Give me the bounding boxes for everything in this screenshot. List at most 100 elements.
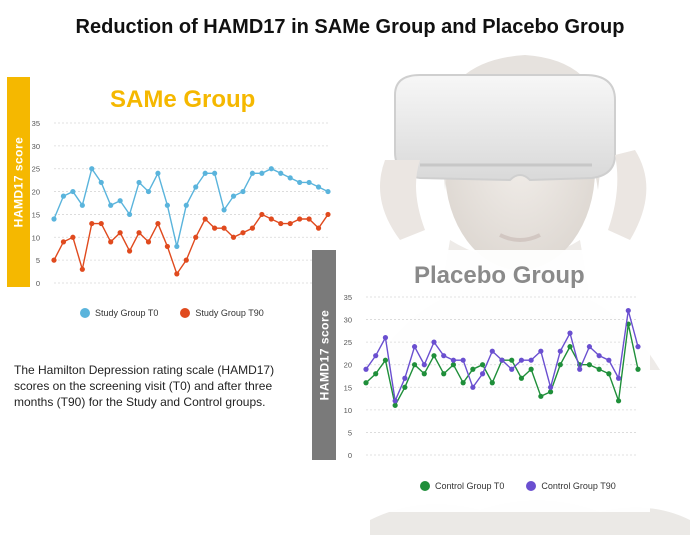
placebo-point-1 bbox=[499, 357, 505, 363]
same-ytick-label: 20 bbox=[32, 188, 40, 197]
same-point-1 bbox=[249, 225, 256, 231]
same-point-1 bbox=[202, 216, 208, 222]
same-point-1 bbox=[221, 225, 227, 231]
placebo-point-0 bbox=[373, 371, 379, 377]
legend-item-study-t0: Study Group T0 bbox=[80, 308, 158, 318]
same-point-0 bbox=[174, 243, 180, 250]
same-point-0 bbox=[297, 179, 303, 186]
placebo-point-0 bbox=[538, 393, 544, 399]
same-ytick-label: 35 bbox=[32, 119, 40, 128]
placebo-point-0 bbox=[547, 389, 554, 395]
legend-label-study-t90: Study Group T90 bbox=[195, 308, 264, 318]
same-chart: 0 5 10 15 20 25 30 35 bbox=[32, 119, 331, 288]
same-point-0 bbox=[325, 188, 331, 195]
same-point-0 bbox=[145, 188, 152, 195]
same-point-0 bbox=[249, 170, 256, 176]
same-point-0 bbox=[183, 202, 189, 208]
placebo-point-1 bbox=[441, 353, 447, 359]
placebo-point-0 bbox=[586, 362, 593, 368]
placebo-ytick-label: 10 bbox=[344, 406, 352, 415]
legend-label-study-t0: Study Group T0 bbox=[95, 308, 159, 318]
same-point-1 bbox=[183, 257, 189, 263]
placebo-ylabel-bar: HAMD17 score bbox=[312, 250, 336, 460]
legend-swatch-study-t90 bbox=[180, 308, 191, 318]
same-point-1 bbox=[240, 230, 246, 236]
same-ytick-label: 30 bbox=[32, 142, 40, 151]
placebo-point-0 bbox=[392, 402, 398, 408]
same-point-1 bbox=[297, 216, 303, 222]
legend-swatch-control-t90 bbox=[526, 481, 537, 491]
same-point-0 bbox=[212, 170, 218, 176]
placebo-point-1 bbox=[402, 375, 408, 381]
same-point-0 bbox=[202, 170, 208, 176]
same-point-1 bbox=[164, 243, 170, 250]
placebo-ytick-label: 25 bbox=[344, 338, 352, 347]
placebo-point-1 bbox=[470, 384, 476, 390]
placebo-point-0 bbox=[615, 398, 622, 404]
placebo-point-0 bbox=[567, 344, 573, 350]
same-point-0 bbox=[126, 211, 133, 218]
same-point-1 bbox=[98, 220, 104, 227]
same-point-1 bbox=[117, 230, 123, 236]
placebo-ylabel: HAMD17 score bbox=[317, 309, 332, 401]
placebo-point-0 bbox=[421, 371, 427, 377]
same-point-0 bbox=[193, 184, 199, 190]
placebo-point-0 bbox=[470, 366, 476, 372]
same-point-1 bbox=[136, 230, 142, 236]
same-chart-title: SAMe Group bbox=[110, 86, 256, 113]
placebo-ytick-label: 35 bbox=[344, 293, 352, 302]
same-point-1 bbox=[126, 248, 133, 254]
placebo-point-0 bbox=[557, 362, 563, 368]
legend-label-control-t90: Control Group T90 bbox=[541, 481, 616, 491]
same-ylabel-bar: HAMD17 score bbox=[7, 77, 30, 287]
placebo-point-0 bbox=[528, 366, 534, 372]
placebo-point-0 bbox=[635, 366, 641, 372]
placebo-chart-title: Placebo Group bbox=[414, 262, 585, 289]
legend-label-control-t0: Control Group T0 bbox=[435, 481, 505, 491]
placebo-point-1 bbox=[586, 344, 593, 350]
same-point-1 bbox=[212, 225, 218, 231]
placebo-point-0 bbox=[411, 362, 418, 368]
same-ylabel: HAMD17 score bbox=[11, 136, 26, 228]
same-series-line-0 bbox=[53, 167, 329, 247]
same-point-0 bbox=[89, 166, 95, 172]
same-point-0 bbox=[240, 188, 246, 195]
same-point-0 bbox=[287, 175, 293, 181]
placebo-point-1 bbox=[518, 357, 525, 363]
same-point-1 bbox=[287, 220, 293, 227]
placebo-point-1 bbox=[411, 344, 418, 350]
same-legend: Study Group T0 Study Group T90 bbox=[80, 308, 286, 318]
placebo-point-1 bbox=[382, 335, 389, 341]
same-point-0 bbox=[259, 170, 265, 176]
placebo-point-1 bbox=[596, 353, 602, 359]
same-point-0 bbox=[155, 170, 161, 176]
same-point-1 bbox=[155, 220, 161, 227]
same-point-0 bbox=[70, 188, 76, 195]
same-point-1 bbox=[268, 216, 274, 222]
same-point-1 bbox=[51, 257, 57, 263]
placebo-point-1 bbox=[479, 371, 486, 377]
same-point-1 bbox=[193, 234, 199, 240]
placebo-point-1 bbox=[625, 307, 631, 314]
same-point-1 bbox=[259, 211, 265, 218]
same-point-0 bbox=[108, 202, 114, 208]
placebo-point-1 bbox=[547, 384, 554, 390]
placebo-point-1 bbox=[489, 348, 495, 354]
placebo-point-1 bbox=[450, 357, 457, 363]
placebo-point-0 bbox=[450, 362, 457, 368]
same-point-1 bbox=[278, 220, 284, 227]
page-title: Reduction of HAMD17 in SAMe Group and Pl… bbox=[75, 16, 625, 38]
legend-item-control-t0: Control Group T0 bbox=[420, 481, 504, 491]
placebo-ytick-label: 15 bbox=[344, 383, 352, 392]
placebo-point-1 bbox=[363, 366, 369, 372]
same-ytick-label: 0 bbox=[36, 279, 40, 288]
placebo-point-0 bbox=[489, 380, 495, 386]
placebo-point-1 bbox=[373, 353, 379, 359]
placebo-ytick-label: 0 bbox=[348, 451, 352, 460]
legend-item-study-t90: Study Group T90 bbox=[180, 308, 264, 318]
figure-caption: The Hamilton Depression rating scale (HA… bbox=[14, 363, 275, 409]
same-point-1 bbox=[89, 220, 95, 227]
placebo-legend: Control Group T0 Control Group T90 bbox=[420, 481, 638, 491]
same-point-0 bbox=[98, 179, 104, 186]
placebo-point-1 bbox=[431, 339, 437, 345]
